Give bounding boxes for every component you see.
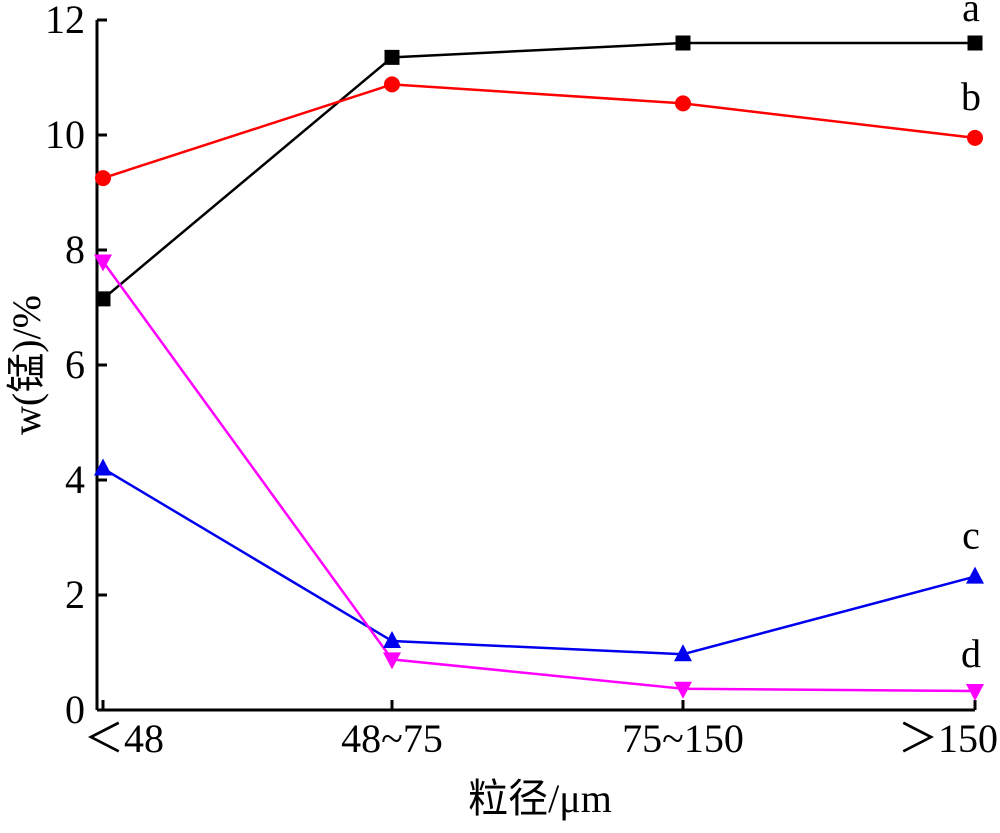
- y-tick-label: 12: [45, 0, 85, 42]
- data-point-b: [384, 76, 400, 93]
- data-point-d: [674, 681, 692, 699]
- data-point-a: [95, 291, 111, 307]
- data-point-d: [966, 684, 984, 702]
- data-point-c: [94, 458, 112, 476]
- series-markers: [94, 35, 984, 702]
- y-tick-label: 10: [45, 112, 85, 157]
- y-axis-title: w(锰)/%: [4, 295, 49, 435]
- data-point-c: [966, 566, 984, 584]
- x-axis-title: 粒径/μm: [468, 776, 612, 821]
- y-tick-label: 4: [65, 457, 85, 502]
- series-line-c: [102, 467, 976, 656]
- data-point-a: [967, 35, 983, 51]
- series-line-d: [101, 260, 976, 693]
- data-point-b: [95, 170, 111, 187]
- series-line-b: [102, 83, 976, 180]
- data-point-b: [967, 129, 983, 146]
- x-tick-label: ＞150: [898, 716, 998, 761]
- data-point-c: [383, 631, 401, 648]
- y-ticks: 0 2 4 6 8 10 12: [45, 0, 107, 732]
- data-point-d: [383, 652, 401, 670]
- series-lines: [101, 41, 976, 693]
- series-tag-d: d: [961, 631, 981, 676]
- x-tick-label: ＜48: [84, 716, 164, 761]
- series-line-a: [102, 41, 975, 300]
- series-tags: a b c d: [961, 0, 981, 676]
- data-point-b: [675, 95, 691, 112]
- x-tick-label: 48~75: [341, 716, 443, 761]
- series-tag-b: b: [961, 74, 981, 119]
- data-point-d: [94, 254, 112, 272]
- data-point-a: [675, 35, 691, 51]
- y-tick-label: 6: [65, 342, 85, 387]
- y-tick-label: 2: [65, 572, 85, 617]
- x-ticks: ＜48 48~75 75~150 ＞150: [84, 700, 998, 761]
- series-tag-c: c: [962, 513, 980, 558]
- y-tick-label: 8: [65, 227, 85, 272]
- y-tick-label: 0: [65, 687, 85, 732]
- data-point-a: [384, 49, 400, 65]
- series-tag-a: a: [962, 0, 980, 30]
- x-tick-label: 75~150: [622, 716, 744, 761]
- data-point-c: [674, 644, 692, 662]
